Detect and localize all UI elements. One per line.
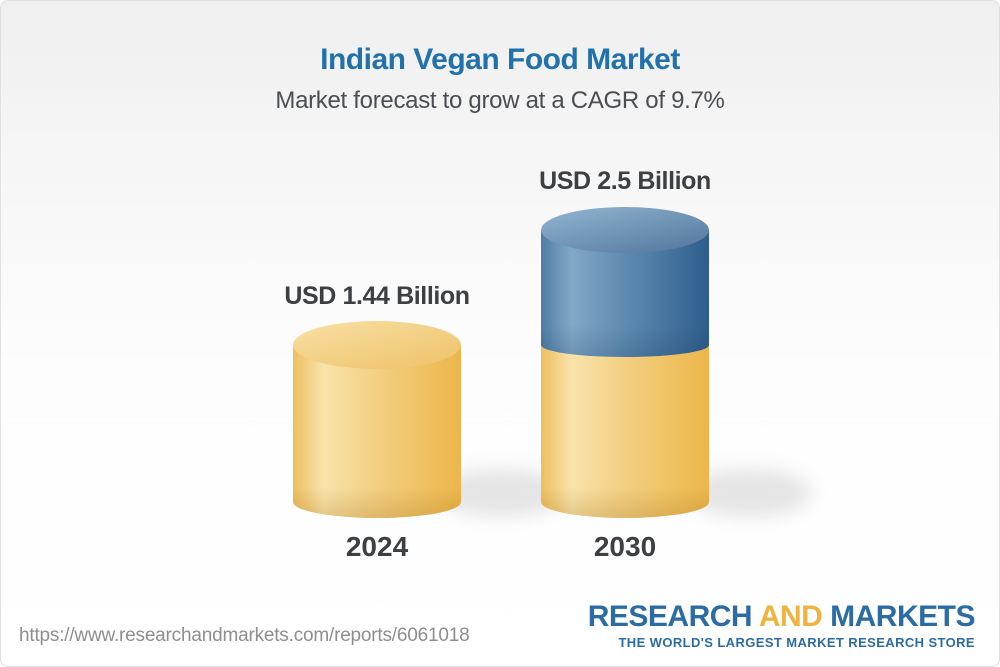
cylinder-shadow <box>687 469 811 517</box>
logo-word-research: RESEARCH <box>587 600 753 633</box>
x-axis-label-2030: 2030 <box>593 531 657 562</box>
logo-wordmark: RESEARCH AND MARKETS <box>587 600 976 633</box>
research-and-markets-logo: RESEARCH AND MARKETS THE WORLD'S LARGEST… <box>587 600 976 650</box>
cylinder-shadow <box>439 469 563 517</box>
logo-tagline: THE WORLD'S LARGEST MARKET RESEARCH STOR… <box>618 635 975 650</box>
bar-value-label-2024: USD 1.44 Billion <box>284 282 470 310</box>
page-title: Indian Vegan Food Market <box>320 43 680 76</box>
report-url[interactable]: https://www.researchandmarkets.com/repor… <box>19 625 470 646</box>
logo-word-markets: MARKETS <box>830 600 975 633</box>
logo-word-and: AND <box>758 600 823 633</box>
x-axis-label-2024: 2024 <box>345 531 409 562</box>
chart-subtitle: Market forecast to grow at a CAGR of 9.7… <box>275 87 725 114</box>
bar-value-label-2030: USD 2.5 Billion <box>539 167 711 195</box>
